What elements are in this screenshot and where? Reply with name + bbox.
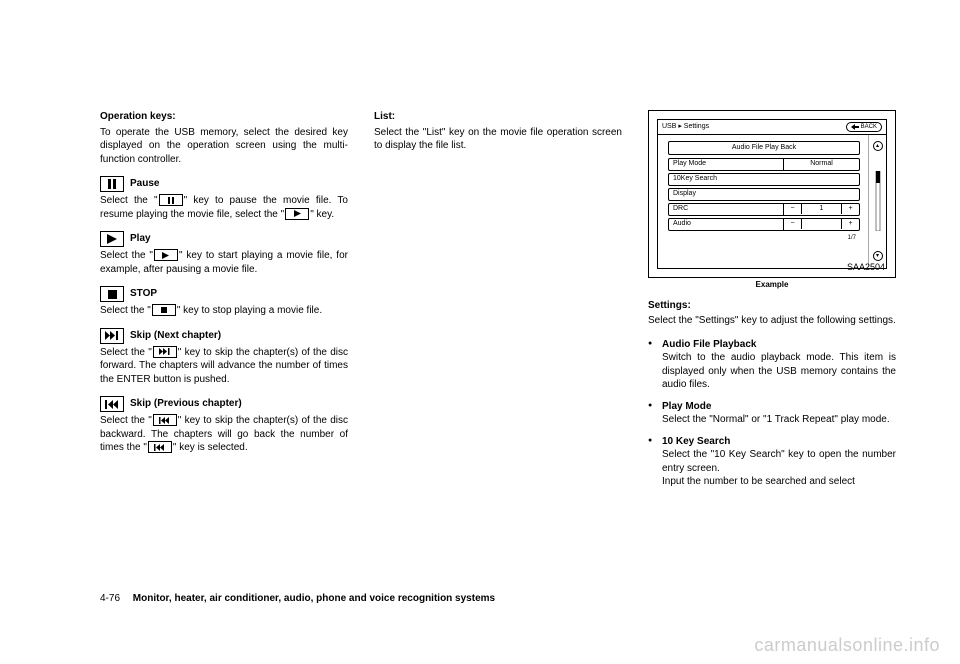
skip-prev-label: Skip (Previous chapter) [130, 397, 242, 411]
item-body: Switch to the audio playback mode. This … [662, 351, 896, 392]
minus-button: − [784, 219, 802, 228]
skip-prev-icon-inline-2 [148, 441, 172, 453]
screen-body: Audio File Play Back Play Mode Normal 10… [658, 135, 886, 267]
prev-text-a: Select the " [100, 415, 152, 426]
scroll-up-icon: ▴ [873, 141, 883, 151]
back-button: BACK [846, 122, 882, 132]
plus-button: + [841, 204, 859, 213]
back-arrow-icon [851, 124, 859, 130]
item-body: Select the "Normal" or "1 Track Repeat" … [662, 413, 896, 427]
subhead-skip-next: Skip (Next chapter) [100, 328, 348, 344]
pause-text-c: " key. [310, 209, 334, 220]
menu-label: Display [669, 189, 859, 200]
stop-text-a: Select the " [100, 305, 151, 316]
pause-icon-inline [159, 194, 183, 206]
item-title: Audio File Playback [662, 338, 896, 352]
menu-label: 10Key Search [669, 174, 859, 185]
menu-value-seg: − + [783, 219, 859, 230]
heading-settings: Settings: [648, 299, 896, 313]
para-skip-next: Select the "" key to skip the chapter(s)… [100, 346, 348, 387]
item-title: Play Mode [662, 400, 896, 414]
heading-operation-keys: Operation keys: [100, 110, 348, 124]
para-stop: Select the " " key to stop playing a movi… [100, 304, 348, 318]
subhead-play: Play [100, 231, 348, 247]
heading-list: List: [374, 110, 622, 124]
pause-text-a: Select the " [100, 195, 158, 206]
side-controls: ▴ ▾ [868, 135, 886, 267]
column-1: Operation keys: To operate the USB memor… [100, 110, 348, 497]
para-settings: Select the "Settings" key to adjust the … [648, 314, 896, 328]
settings-list: Audio File Playback Switch to the audio … [648, 338, 896, 489]
figure-caption: Example [648, 280, 896, 291]
subhead-pause: Pause [100, 176, 348, 192]
back-label: BACK [861, 123, 877, 131]
column-2: List: Select the "List" key on the movie… [374, 110, 622, 497]
menu-value: Normal [783, 159, 859, 170]
item-body-2: Input the number to be searched and sele… [662, 475, 896, 489]
menu-label: Play Mode [669, 159, 783, 170]
stop-text-b: " key to stop playing a movie file. [177, 305, 322, 316]
page-number: 4-76 [100, 593, 120, 604]
list-item: Audio File Playback Switch to the audio … [648, 338, 896, 392]
settings-figure: USB ▸ Settings BACK Audio File Play Back… [648, 110, 896, 278]
scroll-down-icon: ▾ [873, 251, 883, 261]
screen-titlebar: USB ▸ Settings BACK [658, 120, 886, 135]
pager: 1/7 [668, 233, 860, 242]
play-icon-inline-2 [154, 249, 178, 261]
para-operation-keys: To operate the USB memory, select the de… [100, 126, 348, 167]
menu-area: Audio File Play Back Play Mode Normal 10… [658, 135, 868, 267]
manual-page: Operation keys: To operate the USB memor… [0, 0, 960, 537]
skip-next-icon [100, 328, 124, 344]
para-skip-prev: Select the "" key to skip the chapter(s)… [100, 414, 348, 455]
skip-prev-icon-inline [153, 414, 177, 426]
next-text-a: Select the " [100, 347, 152, 358]
plus-button: + [841, 219, 859, 228]
play-label: Play [130, 232, 151, 246]
screen: USB ▸ Settings BACK Audio File Play Back… [657, 119, 887, 269]
menu-label: Audio [669, 219, 783, 230]
subhead-stop: STOP [100, 286, 348, 302]
menu-row-playmode: Play Mode Normal [668, 158, 860, 171]
prev-text-c: " key is selected. [173, 442, 248, 453]
play-icon-inline [285, 208, 309, 220]
menu-row-audio: Audio − + [668, 218, 860, 231]
breadcrumb: USB ▸ Settings [662, 122, 709, 131]
skip-next-icon-inline [153, 346, 177, 358]
page-footer: 4-76 Monitor, heater, air conditioner, a… [100, 593, 495, 604]
para-play: Select the "" key to start playing a mov… [100, 249, 348, 276]
para-list: Select the "List" key on the movie file … [374, 126, 622, 153]
menu-row-drc: DRC − 1 + [668, 203, 860, 216]
scrollbar [875, 171, 881, 231]
play-icon [100, 231, 124, 247]
item-body: Select the "10 Key Search" key to open t… [662, 448, 896, 475]
footer-title: Monitor, heater, air conditioner, audio,… [133, 593, 495, 604]
list-item: Play Mode Select the "Normal" or "1 Trac… [648, 400, 896, 427]
subhead-skip-prev: Skip (Previous chapter) [100, 396, 348, 412]
menu-title: Audio File Play Back [668, 141, 860, 154]
minus-button: − [784, 204, 802, 213]
pause-label: Pause [130, 177, 159, 191]
skip-prev-icon [100, 396, 124, 412]
para-pause: Select the "" key to pause the movie fil… [100, 194, 348, 221]
stop-icon [100, 286, 124, 302]
item-title: 10 Key Search [662, 435, 896, 449]
menu-row-10key: 10Key Search [668, 173, 860, 186]
menu-row-display: Display [668, 188, 860, 201]
figure-code: SAA2504 [847, 261, 885, 273]
stop-icon-inline [152, 304, 176, 316]
skip-next-label: Skip (Next chapter) [130, 329, 221, 343]
list-item: 10 Key Search Select the "10 Key Search"… [648, 435, 896, 489]
watermark: carmanualsonline.info [754, 635, 940, 656]
stop-label: STOP [130, 287, 157, 301]
column-3: USB ▸ Settings BACK Audio File Play Back… [648, 110, 896, 497]
pause-icon [100, 176, 124, 192]
drc-value: 1 [802, 204, 841, 213]
menu-label: DRC [669, 204, 783, 215]
play-text-a: Select the " [100, 250, 153, 261]
menu-value-seg: − 1 + [783, 204, 859, 215]
